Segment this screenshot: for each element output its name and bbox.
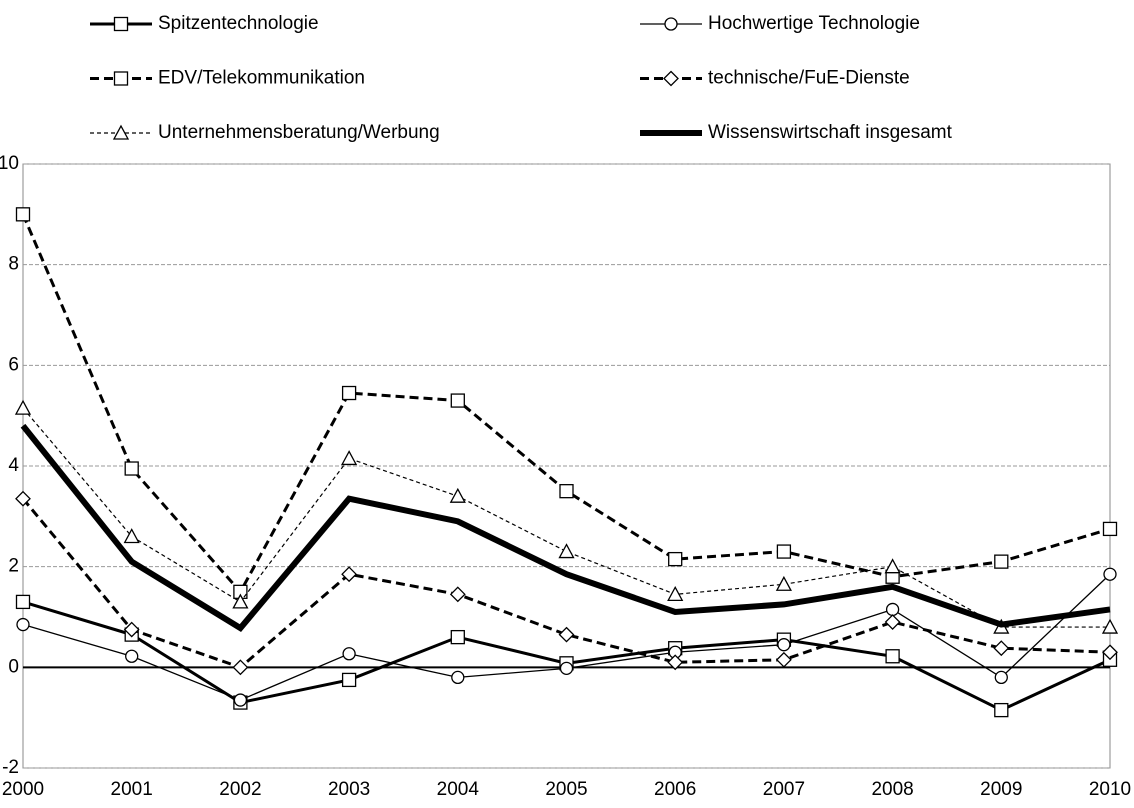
- marker: [232, 659, 249, 676]
- legend-label: EDV/Telekommunikation: [158, 68, 365, 89]
- marker: [1101, 618, 1119, 634]
- marker: [14, 399, 32, 415]
- marker: [341, 450, 358, 466]
- x-tick-label: 2010: [1089, 779, 1131, 800]
- marker: [450, 629, 465, 645]
- marker: [233, 693, 248, 707]
- y-tick-label: 2: [8, 556, 19, 577]
- marker: [1102, 644, 1118, 661]
- marker: [884, 614, 901, 630]
- series-line: [20, 423, 1111, 632]
- x-tick-label: 2008: [871, 779, 913, 800]
- marker: [994, 702, 1009, 718]
- marker: [668, 551, 683, 567]
- y-tick-label: 0: [8, 656, 19, 677]
- marker: [664, 17, 678, 31]
- marker: [123, 528, 140, 544]
- legend-label: Unternehmensberatung/Werbung: [158, 122, 440, 143]
- x-tick-label: 2003: [328, 779, 370, 800]
- x-tick-label: 2005: [545, 779, 587, 800]
- marker: [15, 490, 31, 507]
- marker: [559, 661, 574, 675]
- marker: [885, 602, 900, 617]
- marker: [124, 461, 139, 476]
- marker: [15, 594, 31, 610]
- marker: [994, 670, 1008, 685]
- y-tick-label: 6: [8, 354, 19, 375]
- marker: [667, 585, 684, 601]
- marker: [449, 487, 466, 503]
- marker: [993, 640, 1010, 657]
- marker: [667, 654, 684, 671]
- marker: [776, 544, 792, 559]
- legend-label: Hochwertige Technologie: [708, 13, 920, 34]
- marker: [994, 554, 1009, 569]
- marker: [777, 638, 791, 652]
- x-tick-label: 2002: [219, 779, 261, 800]
- marker: [232, 593, 249, 609]
- marker: [16, 617, 30, 632]
- marker: [113, 71, 129, 86]
- marker: [341, 672, 357, 688]
- marker: [342, 647, 356, 661]
- marker: [558, 543, 575, 559]
- legend-label: technische/FuE-Dienste: [708, 68, 910, 89]
- series-line: [22, 407, 1110, 628]
- marker: [558, 626, 575, 643]
- marker: [113, 16, 129, 32]
- marker: [1103, 567, 1117, 581]
- marker: [449, 586, 466, 603]
- series-line: [21, 213, 1111, 595]
- marker: [775, 651, 792, 668]
- series-line: [22, 600, 1111, 712]
- marker: [451, 670, 465, 685]
- legend-label: Spitzentechnologie: [158, 13, 319, 34]
- marker: [450, 393, 465, 408]
- x-tick-label: 2000: [2, 779, 44, 800]
- marker: [341, 566, 358, 583]
- marker: [1102, 521, 1118, 537]
- series-line: [21, 497, 1111, 670]
- x-tick-label: 2004: [437, 779, 480, 800]
- marker: [123, 621, 140, 638]
- y-tick-label: -2: [2, 757, 19, 778]
- marker: [559, 484, 574, 499]
- marker: [885, 649, 900, 664]
- marker: [341, 385, 357, 401]
- x-tick-label: 2007: [763, 779, 805, 800]
- legend-label: Wissenswirtschaft insgesamt: [708, 122, 953, 143]
- x-tick-label: 2006: [654, 779, 696, 800]
- y-tick-label: 4: [8, 455, 19, 476]
- x-tick-label: 2001: [111, 779, 153, 800]
- marker: [125, 649, 139, 663]
- marker: [775, 575, 792, 591]
- marker: [884, 558, 901, 574]
- marker: [15, 207, 31, 222]
- x-tick-label: 2009: [980, 779, 1022, 800]
- y-tick-label: 10: [0, 153, 19, 174]
- marker: [663, 70, 679, 87]
- y-tick-label: 8: [8, 254, 19, 275]
- marker: [112, 124, 130, 140]
